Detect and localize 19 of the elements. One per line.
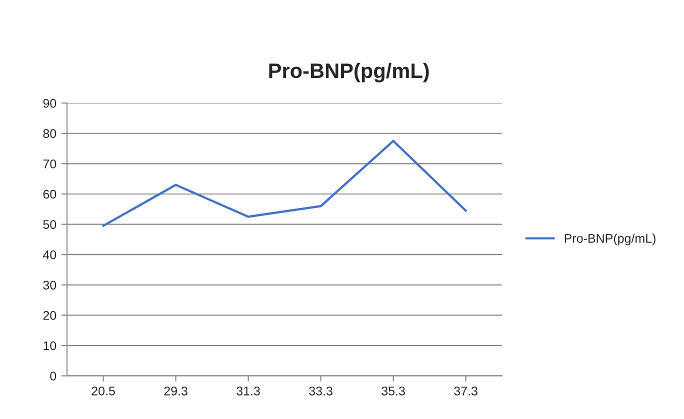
y-tick-label: 80 — [43, 129, 56, 138]
chart-title: Pro-BNP(pg/mL) — [269, 62, 429, 82]
x-tick-label: 31.3 — [236, 386, 260, 396]
y-tick-label: 0 — [50, 372, 56, 380]
x-tick-label: 20.5 — [92, 386, 115, 396]
y-tick-label: 10 — [44, 341, 56, 350]
line-series — [102, 140, 467, 227]
y-tick-label: 60 — [43, 190, 56, 199]
y-tick-label: 70 — [43, 159, 56, 168]
y-tick-label: 50 — [43, 220, 56, 229]
x-tick-label: 37.3 — [454, 386, 478, 396]
x-tick-label: 29.3 — [164, 386, 188, 396]
x-tick-label: 33.3 — [309, 386, 332, 396]
y-tick-label: 20 — [43, 311, 56, 320]
legend-label: Pro-BNP(pg/mL) — [564, 234, 656, 246]
y-tick-label: 40 — [43, 250, 56, 260]
y-tick-label: 30 — [43, 280, 56, 290]
y-tick-label: 90 — [43, 98, 56, 108]
x-tick-label: 35.3 — [382, 386, 405, 396]
